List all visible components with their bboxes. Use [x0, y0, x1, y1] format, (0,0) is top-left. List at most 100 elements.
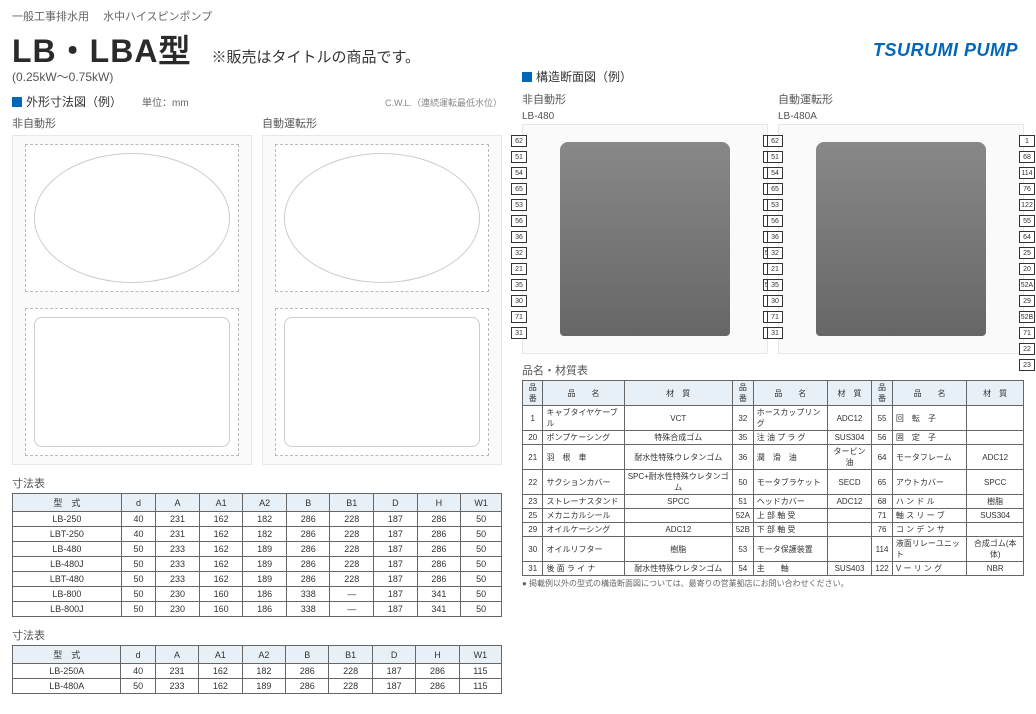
table-cell: 36 — [732, 445, 753, 470]
table-cell: 樹脂 — [624, 537, 732, 562]
table-cell: 22 — [523, 470, 543, 495]
table-cell: SPC+耐水性特殊ウレタンゴム — [624, 470, 732, 495]
table-cell: 189 — [243, 557, 287, 572]
table-cell: 286 — [416, 679, 459, 694]
table-cell: 286 — [417, 512, 461, 527]
table-cell: オイルケーシング — [543, 523, 624, 537]
cutaway-sublabel-2: LB-480A — [778, 111, 1024, 122]
table-cell: 軸 ス リ ー ブ — [892, 509, 966, 523]
table-cell: 162 — [199, 679, 242, 694]
table-header-cell: D — [374, 494, 418, 512]
table-cell: 286 — [286, 527, 330, 542]
table-cell: 228 — [329, 664, 372, 679]
table-cell: 羽 根 車 — [543, 445, 624, 470]
table-cell — [827, 537, 871, 562]
table-cell: 50 — [461, 557, 502, 572]
table-cell: 228 — [330, 527, 374, 542]
table-header-cell: 品 名 — [543, 381, 624, 406]
table-cell: 228 — [330, 542, 374, 557]
table-cell: LB-480J — [13, 557, 122, 572]
table-cell: SUS304 — [827, 431, 871, 445]
header-subtitle: 一般工事排水用 水中ハイスピンポンプ — [12, 8, 502, 24]
table-header-cell: H — [416, 646, 459, 664]
drawing-label-2: 自動運転形 — [262, 115, 502, 131]
table-cell: 160 — [199, 587, 243, 602]
table-header-cell: A1 — [199, 646, 242, 664]
table-cell: V ー リ ン グ — [892, 562, 966, 576]
section-bullet-icon — [12, 97, 22, 107]
cutaway-diagram-1: 62515465535636322135307131 1687655642520… — [522, 124, 768, 354]
table-cell: 下 部 軸 受 — [753, 523, 827, 537]
table-row: LBT-2504023116218228622818728650 — [13, 527, 502, 542]
callout-bubble: 65 — [767, 183, 783, 195]
table-header-cell: A2 — [243, 494, 287, 512]
table-cell: モータ保護装置 — [753, 537, 827, 562]
table-cell: 186 — [243, 602, 287, 617]
table-header-cell: B — [286, 646, 329, 664]
callout-bubble: 29 — [1019, 295, 1035, 307]
table-row: LB-800J50230160186338—18734150 — [13, 602, 502, 617]
table-header-cell: B1 — [330, 494, 374, 512]
table-cell: ホースカップリング — [753, 406, 827, 431]
table-cell: 50 — [461, 512, 502, 527]
table-cell: 338 — [286, 587, 330, 602]
table-cell: 187 — [374, 512, 418, 527]
table-cell: ストレーナスタンド — [543, 495, 624, 509]
table-cell: 228 — [330, 572, 374, 587]
table-cell: 187 — [374, 542, 418, 557]
table-cell: 286 — [286, 572, 330, 587]
table-row: LB-2504023116218228622818728650 — [13, 512, 502, 527]
section-bullet-icon — [522, 72, 532, 82]
table-cell: 64 — [872, 445, 893, 470]
callout-bubble: 30 — [511, 295, 527, 307]
table-header-cell: W1 — [461, 494, 502, 512]
table-cell: 50 — [732, 470, 753, 495]
table-header-cell: A — [155, 646, 198, 664]
section-unit: 単位：mm — [142, 94, 189, 109]
cutaway-sublabel-1: LB-480 — [522, 111, 768, 122]
cutaway-diagram-2: 62515465535636322135307131 1681147612255… — [778, 124, 1024, 354]
table-cell: 71 — [872, 509, 893, 523]
table-header-cell: 品番 — [523, 381, 543, 406]
table-cell: 31 — [523, 562, 543, 576]
table-cell: ADC12 — [967, 445, 1024, 470]
table-cell: 30 — [523, 537, 543, 562]
parts-table: 品番品 名材 質品番品 名材 質品番品 名材 質 1キャブタイヤケーブルVCT3… — [522, 380, 1024, 576]
table-cell: 29 — [523, 523, 543, 537]
callout-bubble: 122 — [1019, 199, 1035, 211]
table-cell: 228 — [329, 679, 372, 694]
table-cell: アウトカバー — [892, 470, 966, 495]
table-cell: 187 — [372, 679, 415, 694]
table-cell: SECD — [827, 470, 871, 495]
callout-bubble: 31 — [511, 327, 527, 339]
table-cell: 40 — [121, 664, 155, 679]
callout-bubble: 56 — [511, 215, 527, 227]
callout-bubble: 52A — [1019, 279, 1035, 291]
table-cell: 50 — [121, 542, 155, 557]
table-cell: 50 — [121, 572, 155, 587]
callout-bubble: 22 — [1019, 343, 1035, 355]
model-title: LB・LBA型 — [12, 26, 191, 72]
table-header-cell: 品 名 — [753, 381, 827, 406]
table-cell: — — [330, 602, 374, 617]
table-cell: 液面リレーユニット — [892, 537, 966, 562]
table-row: 21羽 根 車耐水性特殊ウレタンゴム36潤 滑 油タービン油64モータフレームA… — [523, 445, 1024, 470]
table-cell: 286 — [417, 572, 461, 587]
table-cell: 115 — [459, 679, 501, 694]
table-cell: 特殊合成ゴム — [624, 431, 732, 445]
table-cell: SPCC — [624, 495, 732, 509]
table-cell: 52B — [732, 523, 753, 537]
table-cell: 182 — [242, 664, 285, 679]
table-cell: 耐水性特殊ウレタンゴム — [624, 562, 732, 576]
table-cell: LB-250 — [13, 512, 122, 527]
header-sub-left: 一般工事排水用 — [12, 11, 89, 23]
table-cell: 50 — [461, 542, 502, 557]
table-cell: 187 — [374, 602, 418, 617]
table-header-cell: D — [372, 646, 415, 664]
callout-bubble: 71 — [1019, 327, 1035, 339]
table-cell: 286 — [286, 542, 330, 557]
table-cell: 187 — [374, 527, 418, 542]
table-cell: 56 — [872, 431, 893, 445]
table-cell: SPCC — [967, 470, 1024, 495]
table-row: LB-4805023316218928622818728650 — [13, 542, 502, 557]
